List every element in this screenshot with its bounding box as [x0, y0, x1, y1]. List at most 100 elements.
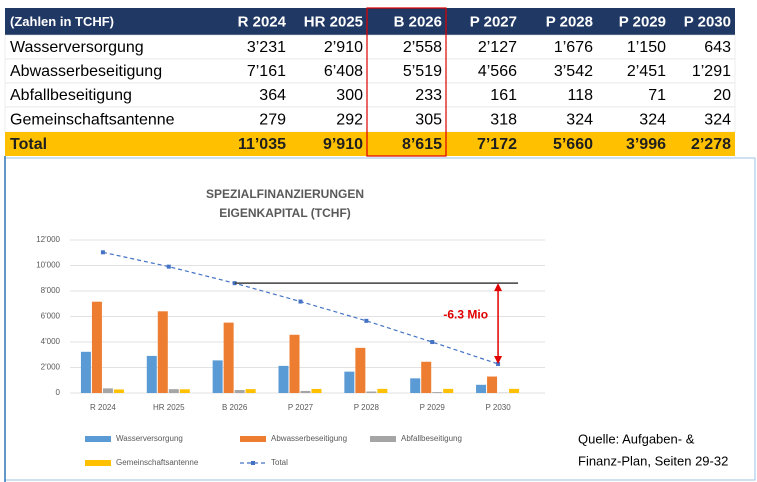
table-cell: 2’558	[403, 39, 442, 56]
bar	[278, 365, 289, 393]
table-cell: 364	[259, 87, 286, 104]
total-marker	[298, 299, 303, 304]
bar	[223, 322, 234, 393]
x-tick-label: P 2029	[420, 403, 446, 412]
bar	[168, 389, 179, 393]
table-cell: 292	[336, 112, 363, 129]
table-cell: 6’408	[324, 63, 363, 80]
table-cell: 1’150	[627, 39, 666, 56]
bar	[80, 351, 91, 393]
bar	[366, 391, 377, 393]
total-cell: 3’996	[626, 136, 666, 153]
total-marker	[364, 318, 369, 323]
table-header-bg	[5, 8, 735, 35]
table-cell: 324	[566, 112, 593, 129]
y-tick-label: 2'000	[41, 363, 61, 372]
total-cell: 8’615	[402, 136, 442, 153]
table-cell: 300	[336, 87, 363, 104]
table-cell: 2’127	[478, 39, 517, 56]
table-cell: 118	[567, 87, 593, 104]
table-cell: 2’451	[627, 63, 666, 80]
table-cell: 2’910	[324, 39, 363, 56]
legend-swatch	[251, 461, 255, 465]
table-cell: 7’161	[247, 63, 286, 80]
y-tick-label: 0	[56, 388, 61, 397]
table-cell: 3’542	[554, 63, 593, 80]
table-cell: 3’231	[247, 39, 286, 56]
table-header: P 2028	[546, 13, 593, 30]
y-tick-label: 6'000	[41, 312, 61, 321]
table-header: P 2029	[619, 13, 666, 30]
table-cell: 305	[415, 112, 442, 129]
bar	[377, 388, 388, 393]
total-cell: 11’035	[238, 136, 286, 153]
table-cell: 4’566	[478, 63, 517, 80]
legend-swatch	[85, 460, 111, 466]
y-tick-label: 12'000	[36, 235, 60, 244]
total-cell: 5’660	[553, 136, 593, 153]
bar	[443, 388, 454, 393]
table-cell: 643	[704, 39, 731, 56]
table-cell: 5’519	[403, 63, 442, 80]
legend-swatch	[240, 436, 266, 442]
table-cell: 20	[713, 87, 731, 104]
bar	[245, 389, 256, 393]
arrow-head	[494, 355, 503, 364]
table-cell: 324	[639, 112, 666, 129]
table-cell: Gemeinschaftsantenne	[10, 112, 175, 129]
total-marker	[430, 340, 435, 345]
legend-label: Abfallbeseitigung	[401, 434, 462, 443]
table-row-bg	[4, 34, 736, 60]
arrow-head	[494, 283, 503, 292]
source: Finanz-Plan, Seiten 29-32	[578, 453, 728, 468]
bar	[300, 390, 311, 393]
table-row-bg	[4, 106, 736, 133]
total-cell: 7’172	[477, 136, 517, 153]
bar	[157, 311, 168, 393]
table-cell: 324	[704, 112, 731, 129]
bar	[179, 389, 190, 393]
table-cell: Wasserversorgung	[10, 39, 144, 56]
bar	[410, 378, 421, 393]
table-cell: Abwasserbeseitigung	[10, 63, 162, 80]
table-cell: 161	[490, 87, 517, 104]
source: Quelle: Aufgaben- &	[578, 431, 695, 446]
legend-label: Gemeinschaftsantenne	[116, 458, 199, 467]
table-cell: 233	[415, 87, 442, 104]
x-tick-label: HR 2025	[153, 403, 185, 412]
bar	[311, 388, 322, 393]
total-cell: Total	[10, 136, 47, 153]
highlight-column	[366, 7, 447, 157]
legend-swatch	[85, 436, 111, 442]
table-header: HR 2025	[304, 13, 363, 30]
table-cell: 1’291	[692, 63, 731, 80]
x-tick-label: P 2028	[354, 403, 380, 412]
table-header: P 2030	[684, 13, 731, 30]
annotation: -6.3 Mio	[443, 308, 488, 322]
table-cell: Abfallbeseitigung	[10, 87, 132, 104]
table-cell: 1’676	[554, 39, 593, 56]
table-cell: 279	[259, 112, 286, 129]
bar	[102, 388, 113, 393]
y-tick-label: 8'000	[41, 286, 61, 295]
table-cell: 318	[490, 112, 517, 129]
total-marker	[100, 250, 105, 255]
total-marker	[166, 264, 171, 269]
bar	[355, 347, 366, 393]
bar	[509, 388, 520, 393]
table-header: R 2024	[238, 13, 287, 30]
bar	[289, 334, 300, 393]
legend-swatch	[370, 436, 396, 442]
bar	[91, 301, 102, 393]
bar	[113, 389, 124, 393]
total-row-bg	[5, 132, 735, 156]
bar	[476, 384, 487, 393]
bar	[234, 390, 245, 393]
y-tick-label: 4'000	[41, 337, 61, 346]
legend-label: Total	[271, 458, 288, 467]
legend-label: Abwasserbeseitigung	[271, 434, 347, 443]
table-cell: 71	[648, 87, 666, 104]
x-tick-label: B 2026	[222, 403, 248, 412]
x-tick-label: R 2024	[90, 403, 116, 412]
